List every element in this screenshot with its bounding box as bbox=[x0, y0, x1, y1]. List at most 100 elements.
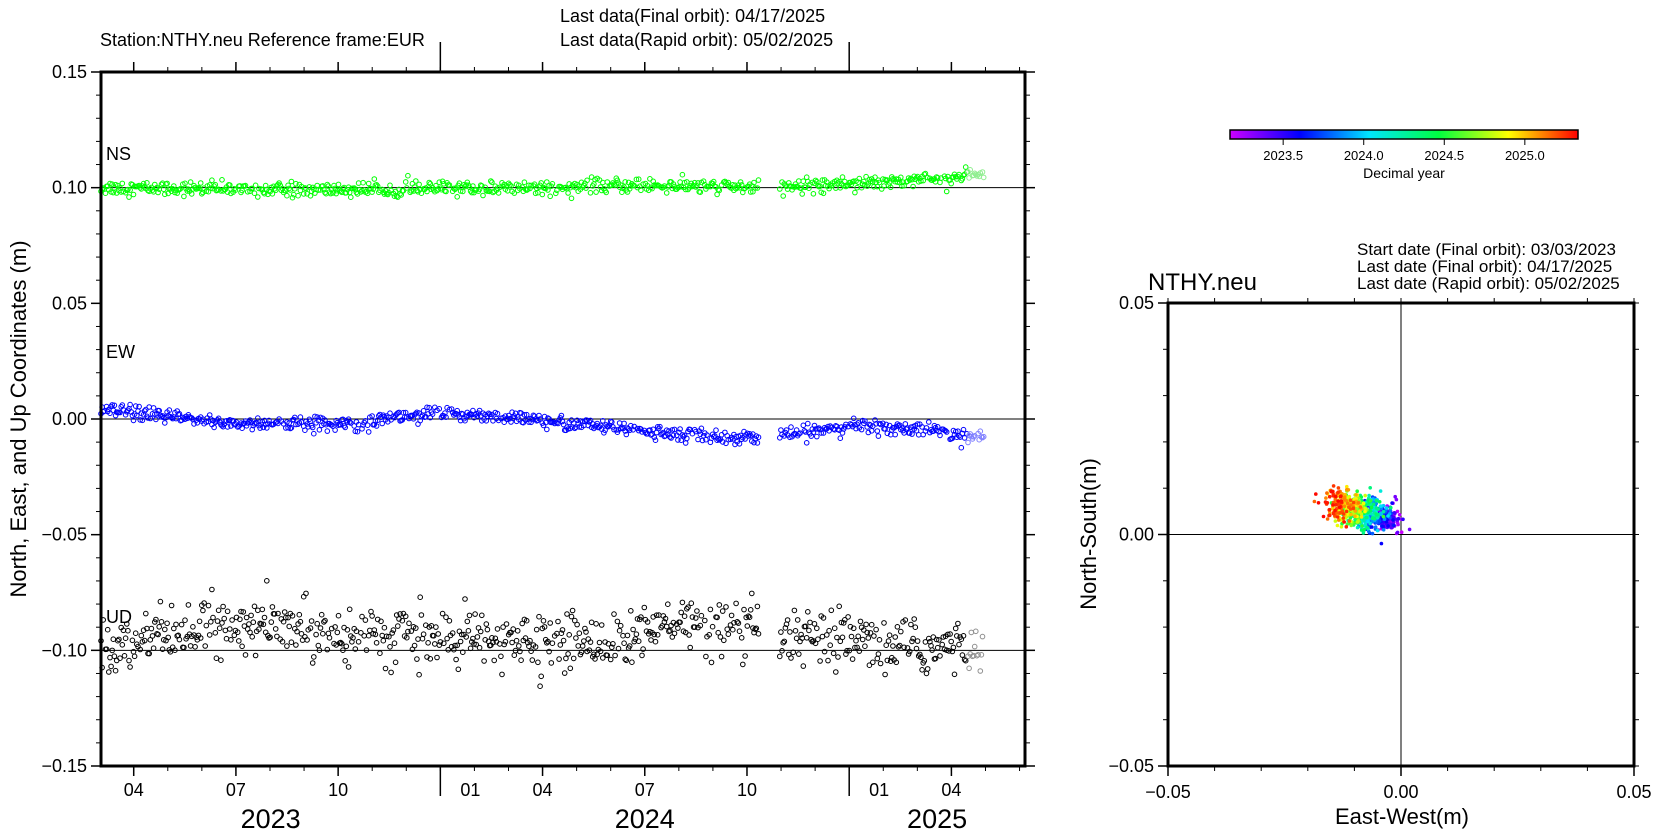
series-point bbox=[715, 629, 722, 636]
series-point bbox=[855, 633, 862, 640]
series-point bbox=[810, 191, 817, 197]
series-point bbox=[723, 604, 729, 610]
series-point bbox=[967, 431, 974, 437]
series-point bbox=[452, 186, 458, 193]
series-point bbox=[392, 659, 399, 666]
series-point bbox=[173, 187, 179, 194]
series-point bbox=[240, 609, 247, 615]
series-point bbox=[249, 185, 255, 192]
series-point bbox=[408, 188, 415, 194]
motion-point bbox=[1344, 509, 1349, 514]
motion-point bbox=[1347, 519, 1352, 523]
series-point bbox=[378, 618, 384, 625]
motion-point bbox=[1370, 531, 1375, 536]
series-point bbox=[663, 623, 670, 630]
series-point bbox=[538, 673, 545, 680]
motion-point bbox=[1368, 508, 1373, 513]
series-point bbox=[439, 610, 446, 617]
x-month-label: 04 bbox=[124, 780, 144, 800]
series-point bbox=[547, 620, 554, 626]
series-point bbox=[973, 628, 979, 635]
series-point bbox=[362, 418, 369, 424]
series-point bbox=[220, 603, 226, 610]
series-point bbox=[583, 185, 589, 191]
series-point bbox=[316, 647, 323, 654]
series-point bbox=[110, 189, 117, 196]
series-point bbox=[922, 170, 929, 177]
series-point bbox=[670, 432, 677, 439]
motion-point bbox=[1336, 499, 1340, 503]
series-point bbox=[308, 618, 315, 624]
series-point bbox=[535, 659, 541, 666]
series-point bbox=[318, 611, 325, 618]
series-point bbox=[443, 414, 449, 421]
series-point bbox=[544, 640, 550, 646]
series-point bbox=[364, 422, 371, 429]
series-point bbox=[351, 185, 358, 191]
series-point bbox=[824, 632, 830, 638]
series-point bbox=[853, 637, 859, 644]
series-point bbox=[807, 619, 813, 626]
series-point bbox=[312, 413, 318, 420]
series-point bbox=[529, 657, 536, 663]
motion-point bbox=[1342, 497, 1347, 502]
series-point bbox=[181, 193, 187, 200]
x-month-label: 07 bbox=[635, 780, 655, 800]
series-point bbox=[873, 626, 879, 633]
series-point bbox=[836, 603, 843, 610]
series-point bbox=[160, 414, 167, 421]
series-point bbox=[593, 621, 599, 627]
motion-point bbox=[1359, 495, 1364, 499]
series-point bbox=[967, 167, 974, 173]
series-point bbox=[814, 625, 820, 632]
motion-point bbox=[1386, 514, 1390, 518]
series-point bbox=[915, 432, 922, 438]
series-point bbox=[320, 630, 326, 637]
series-point bbox=[754, 440, 761, 446]
motion-title: NTHY.neu bbox=[1148, 269, 1257, 296]
series-point bbox=[411, 642, 418, 649]
motion-point bbox=[1327, 494, 1332, 499]
series-point bbox=[269, 191, 276, 197]
series-point bbox=[875, 433, 882, 439]
series-point bbox=[498, 653, 504, 660]
motion-point bbox=[1329, 489, 1333, 494]
series-point bbox=[703, 653, 709, 660]
series-point bbox=[568, 613, 575, 620]
series-point bbox=[688, 600, 695, 607]
motion-point bbox=[1324, 496, 1328, 500]
series-point bbox=[956, 641, 962, 648]
series-point bbox=[419, 635, 426, 642]
series-point bbox=[304, 637, 310, 643]
series-point bbox=[779, 648, 785, 654]
series-point bbox=[321, 619, 327, 625]
series-point bbox=[221, 615, 227, 622]
motion-point bbox=[1333, 519, 1338, 523]
series-point bbox=[196, 618, 203, 625]
series-point bbox=[340, 647, 346, 654]
series-point bbox=[141, 408, 148, 414]
series-point bbox=[978, 652, 985, 658]
motion-point bbox=[1375, 528, 1380, 533]
series-point bbox=[476, 407, 483, 414]
series-point bbox=[427, 181, 434, 187]
series-point bbox=[171, 625, 177, 632]
series-point bbox=[902, 617, 909, 623]
series-point bbox=[223, 635, 230, 642]
series-point bbox=[912, 624, 919, 631]
series-point bbox=[736, 441, 743, 447]
series-point bbox=[455, 666, 462, 673]
series-point bbox=[979, 434, 986, 441]
series-point bbox=[470, 407, 476, 414]
motion-point bbox=[1345, 522, 1350, 526]
series-point bbox=[744, 623, 751, 629]
x-month-label: 07 bbox=[226, 780, 246, 800]
series-point bbox=[638, 614, 644, 620]
timeseries-points bbox=[98, 164, 987, 690]
series-point bbox=[694, 183, 700, 189]
series-point bbox=[573, 635, 579, 641]
series-point bbox=[454, 194, 461, 200]
series-point bbox=[187, 643, 194, 649]
y-axis-ticks: 0.15 0.10 0.05 0.00 −0.05 −0.10 −0.15 bbox=[41, 62, 1035, 776]
series-point bbox=[610, 641, 616, 647]
